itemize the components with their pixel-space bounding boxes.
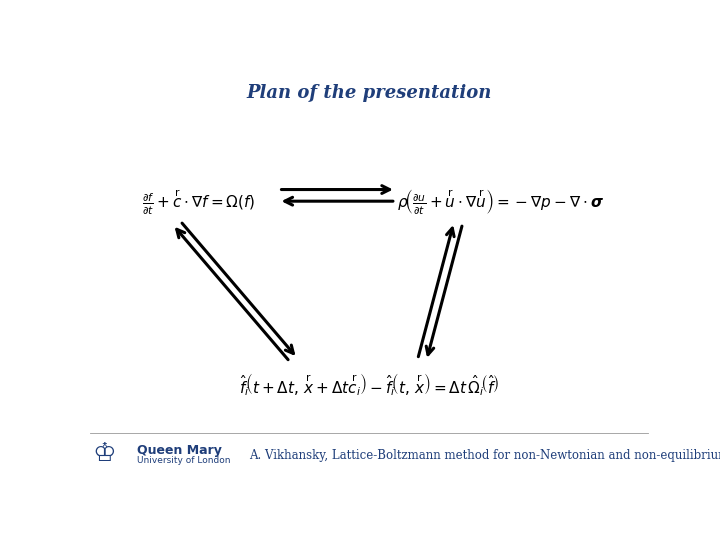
Text: $\rho\!\left(\frac{\partial u}{\partial t} + \overset{\mathrm{r}}{u} \cdot \nabl: $\rho\!\left(\frac{\partial u}{\partial … [397,187,604,217]
Text: $\frac{\partial f}{\partial t} + \overset{\mathrm{r}}{c} \cdot \nabla f = \Omega: $\frac{\partial f}{\partial t} + \overse… [142,187,256,217]
Text: Plan of the presentation: Plan of the presentation [246,84,492,102]
Text: A. Vikhansky, Lattice-Boltzmann method for non-Newtonian and non-equilibrium flo: A. Vikhansky, Lattice-Boltzmann method f… [249,449,720,462]
Text: University of London: University of London [138,456,231,465]
Text: Queen Mary: Queen Mary [138,444,222,457]
Text: ♔: ♔ [92,441,116,468]
Text: $\hat{f}_i\!\left(t+\Delta t,\,\overset{\mathrm{r}}{x}+\Delta t\overset{\mathrm{: $\hat{f}_i\!\left(t+\Delta t,\,\overset{… [239,372,499,399]
